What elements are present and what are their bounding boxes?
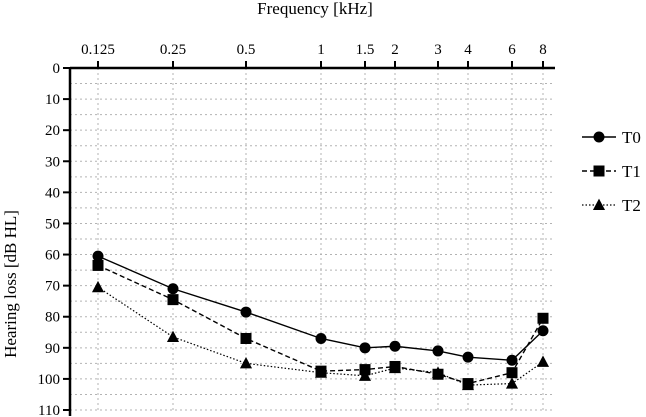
data-point-T2-2 xyxy=(239,357,253,369)
chart-title: Frequency [kHz] xyxy=(257,0,373,18)
series-T0 xyxy=(92,250,549,366)
data-point-T2-5 xyxy=(388,361,402,374)
data-point-T0-1 xyxy=(167,283,179,295)
y-tick-label-1: 10 xyxy=(45,92,60,108)
y-tick-label-11: 110 xyxy=(38,403,60,417)
data-point-T2-1 xyxy=(166,330,180,342)
data-point-T1-0 xyxy=(92,259,104,271)
series-line-T0 xyxy=(97,255,544,361)
data-point-T0-5 xyxy=(389,340,401,352)
legend: T0 T1 T2 xyxy=(582,128,641,215)
legend-marker-T2 xyxy=(592,198,606,211)
data-point-T1-8 xyxy=(506,367,518,379)
y-tick-label-5: 50 xyxy=(45,216,60,232)
x-tick-label-6: 3 xyxy=(434,42,442,58)
legend-item-T2: T2 xyxy=(582,196,641,215)
data-point-T2-9 xyxy=(536,355,550,367)
data-point-T1-1 xyxy=(167,294,179,306)
data-point-T2-8 xyxy=(505,377,519,389)
data-point-T0-9 xyxy=(537,325,549,337)
x-tick-label-2: 0.5 xyxy=(237,42,256,58)
series-group xyxy=(91,250,550,391)
y-tick-label-6: 60 xyxy=(45,248,60,264)
x-tick-label-0: 0.125 xyxy=(81,42,115,58)
y-tick-label-0: 0 xyxy=(53,61,61,77)
axes xyxy=(68,66,555,416)
legend-item-T1: T1 xyxy=(582,162,641,181)
x-tick-label-9: 8 xyxy=(539,42,547,58)
x-tick-label-1: 0.25 xyxy=(160,42,186,58)
y-tick-label-4: 40 xyxy=(45,185,60,201)
data-point-T0-3 xyxy=(315,332,327,344)
y-axis-label: Hearing loss [dB HL] xyxy=(1,210,20,358)
grid xyxy=(70,68,555,411)
legend-label-T0: T0 xyxy=(622,128,641,147)
y-tick-label-7: 70 xyxy=(45,279,60,295)
data-point-T0-0 xyxy=(92,250,104,262)
ticks: 0.125 0.25 0.5 1 1.5 2 3 4 6 80102030405060708090… xyxy=(38,42,547,417)
legend-marker-T1 xyxy=(593,165,605,177)
data-point-T1-9 xyxy=(537,312,549,324)
x-tick-label-5: 2 xyxy=(391,42,399,58)
data-point-T0-2 xyxy=(240,306,252,318)
y-tick-label-3: 30 xyxy=(45,154,60,170)
x-tick-label-4: 1.5 xyxy=(356,42,375,58)
series-line-T1 xyxy=(97,264,544,385)
x-tick-label-7: 4 xyxy=(464,42,472,58)
legend-label-T1: T1 xyxy=(622,162,641,181)
x-tick-label-3: 1 xyxy=(317,42,325,58)
data-point-T2-0 xyxy=(91,280,105,293)
y-tick-label-9: 90 xyxy=(45,341,60,357)
legend-item-T0: T0 xyxy=(582,128,641,147)
data-point-T1-2 xyxy=(240,332,252,344)
data-point-T2-3 xyxy=(314,366,328,378)
series-T2 xyxy=(91,280,550,391)
y-tick-label-8: 80 xyxy=(45,310,60,326)
data-point-T0-8 xyxy=(506,354,518,366)
legend-label-T2: T2 xyxy=(622,196,641,215)
y-tick-label-2: 20 xyxy=(45,123,60,139)
data-point-T2-7 xyxy=(461,378,475,391)
data-point-T0-7 xyxy=(462,351,474,363)
x-tick-label-8: 6 xyxy=(508,42,516,58)
legend-marker-T0 xyxy=(593,131,605,143)
data-point-T2-4 xyxy=(358,369,372,381)
data-point-T0-6 xyxy=(432,345,444,357)
data-point-T0-4 xyxy=(359,342,371,354)
y-tick-label-10: 100 xyxy=(38,372,61,388)
data-point-T2-6 xyxy=(431,366,445,378)
